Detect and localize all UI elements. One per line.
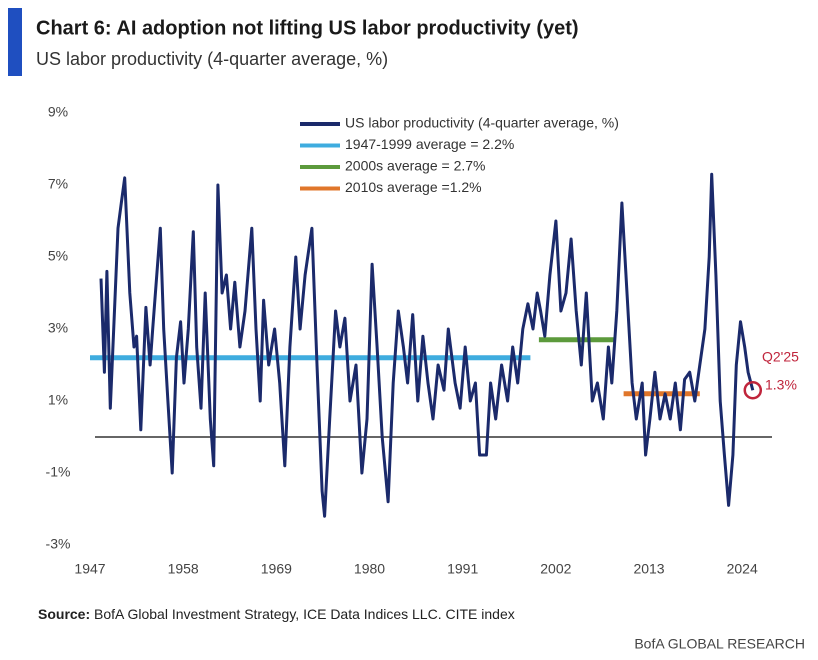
x-tick-label: 1969 xyxy=(261,561,292,577)
y-tick-label: 3% xyxy=(48,320,68,336)
chart-subtitle: US labor productivity (4-quarter average… xyxy=(36,49,388,69)
data-line xyxy=(99,172,755,518)
legend-label: US labor productivity (4-quarter average… xyxy=(345,115,619,131)
last-point-marker xyxy=(743,380,763,400)
y-tick-label: 5% xyxy=(48,248,68,264)
y-tick-label: -1% xyxy=(46,464,71,480)
legend-label: 2010s average =1.2% xyxy=(345,179,482,195)
title-bar xyxy=(8,8,22,76)
x-tick-label: 2002 xyxy=(540,561,571,577)
x-tick-label: 1958 xyxy=(168,561,199,577)
x-tick-label: 1991 xyxy=(447,561,478,577)
legend-label: 2000s average = 2.7% xyxy=(345,158,486,174)
legend-label: 1947-1999 average = 2.2% xyxy=(345,136,514,152)
x-tick-label: 2013 xyxy=(633,561,664,577)
annotation: Q2'25 xyxy=(762,349,799,365)
y-tick-label: -3% xyxy=(46,536,71,552)
source-label: Source: xyxy=(38,606,90,622)
source-text: BofA Global Investment Strategy, ICE Dat… xyxy=(94,606,515,622)
y-tick-label: 1% xyxy=(48,392,68,408)
source: Source: BofA Global Investment Strategy,… xyxy=(38,606,515,622)
annotation: 1.3% xyxy=(765,377,797,393)
x-tick-label: 1947 xyxy=(74,561,105,577)
x-tick-label: 1980 xyxy=(354,561,385,577)
x-tick-label: 2024 xyxy=(727,561,758,577)
chart-title: Chart 6: AI adoption not lifting US labo… xyxy=(36,17,579,39)
y-tick-label: 7% xyxy=(48,176,68,192)
y-tick-label: 9% xyxy=(48,104,68,120)
credit: BofA GLOBAL RESEARCH xyxy=(634,636,805,652)
